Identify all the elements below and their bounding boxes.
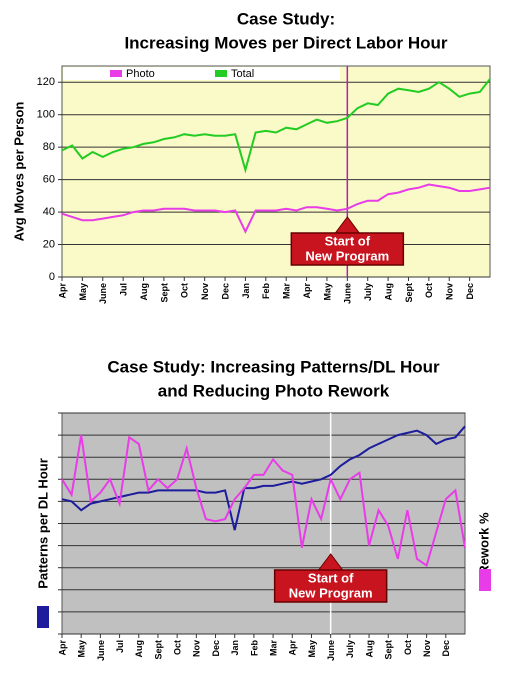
x-tick-label: Apr xyxy=(302,283,312,299)
x-tick-label: Dec xyxy=(441,640,451,657)
x-tick-label: Nov xyxy=(445,283,455,300)
x-tick-label: June xyxy=(343,283,353,304)
x-tick-label: Jan xyxy=(241,283,251,299)
x-tick-label: Dec xyxy=(465,283,475,300)
x-tick-label: Jul xyxy=(119,283,129,296)
legend-swatch xyxy=(110,70,122,77)
x-tick-label: Aug xyxy=(364,640,374,658)
annotation-text: Start of xyxy=(308,570,354,585)
chart-title: Increasing Moves per Direct Labor Hour xyxy=(124,33,447,52)
x-tick-label: Apr xyxy=(57,283,67,299)
plot-area xyxy=(61,65,491,278)
y-tick-label: 100 xyxy=(37,109,55,121)
series-line xyxy=(61,434,466,568)
x-tick-label: Mar xyxy=(268,640,278,657)
x-tick-label: Apr xyxy=(288,640,298,656)
x-tick-label: Nov xyxy=(192,640,202,657)
x-tick-label: May xyxy=(322,283,332,301)
x-tick-label: June xyxy=(326,640,336,661)
x-tick-label: May xyxy=(307,640,317,658)
x-tick-label: Sept xyxy=(404,283,414,303)
x-tick-label: June xyxy=(98,283,108,304)
y2-axis-label: Rework % xyxy=(476,512,491,575)
y-axis-label: Avg Moves per Person xyxy=(11,102,26,242)
annotation-text: New Program xyxy=(289,585,373,600)
y-tick-label: 0 xyxy=(49,271,55,283)
x-tick-label: Dec xyxy=(211,640,221,657)
x-tick-label: July xyxy=(363,283,373,301)
x-tick-label: July xyxy=(345,640,355,658)
x-tick-label: June xyxy=(96,640,106,661)
series-line xyxy=(61,183,491,234)
annotation-text: Start of xyxy=(325,233,371,248)
x-tick-label: Oct xyxy=(173,640,183,655)
x-tick-label: Feb xyxy=(249,640,259,657)
chart-title: Case Study: xyxy=(237,9,335,28)
legend-label: Total xyxy=(231,68,254,80)
x-tick-label: Aug xyxy=(139,283,149,301)
x-tick-label: Apr xyxy=(57,640,67,656)
chart-title: and Reducing Photo Rework xyxy=(158,381,390,400)
y-tick-label: 40 xyxy=(43,206,55,218)
x-tick-label: Aug xyxy=(383,283,393,301)
x-tick-label: Feb xyxy=(261,283,271,300)
legend-swatch xyxy=(215,70,227,77)
y-axis-swatch xyxy=(37,606,49,628)
x-tick-label: Oct xyxy=(180,283,190,298)
x-tick-label: May xyxy=(78,283,88,301)
y-axis-label: Patterns per DL Hour xyxy=(35,458,50,589)
annotation-text: New Program xyxy=(305,248,389,263)
chart-title: Case Study: Increasing Patterns/DL Hour xyxy=(107,357,440,376)
series-line xyxy=(61,78,491,174)
x-tick-label: Sept xyxy=(159,283,169,303)
x-tick-label: Jan xyxy=(230,640,240,656)
x-tick-label: Dec xyxy=(220,283,230,300)
y-tick-label: 60 xyxy=(43,174,55,186)
y-tick-label: 20 xyxy=(43,238,55,250)
series-line xyxy=(61,425,466,531)
x-tick-label: May xyxy=(77,640,87,658)
x-tick-label: Mar xyxy=(282,283,292,300)
y2-axis-swatch xyxy=(479,569,491,591)
x-tick-label: Sept xyxy=(153,640,163,660)
x-tick-label: Aug xyxy=(134,640,144,658)
x-tick-label: Oct xyxy=(403,640,413,655)
y-tick-label: 120 xyxy=(37,76,55,88)
y-tick-label: 80 xyxy=(43,141,55,153)
annotation-box xyxy=(290,232,405,266)
x-tick-label: Nov xyxy=(200,283,210,300)
legend-label: Photo xyxy=(126,68,155,80)
legend-box xyxy=(63,67,340,80)
x-tick-label: Sept xyxy=(384,640,394,660)
x-tick-label: Jul xyxy=(115,640,125,653)
x-tick-label: Nov xyxy=(422,640,432,657)
x-tick-label: Oct xyxy=(424,283,434,298)
annotation-box xyxy=(273,569,388,603)
